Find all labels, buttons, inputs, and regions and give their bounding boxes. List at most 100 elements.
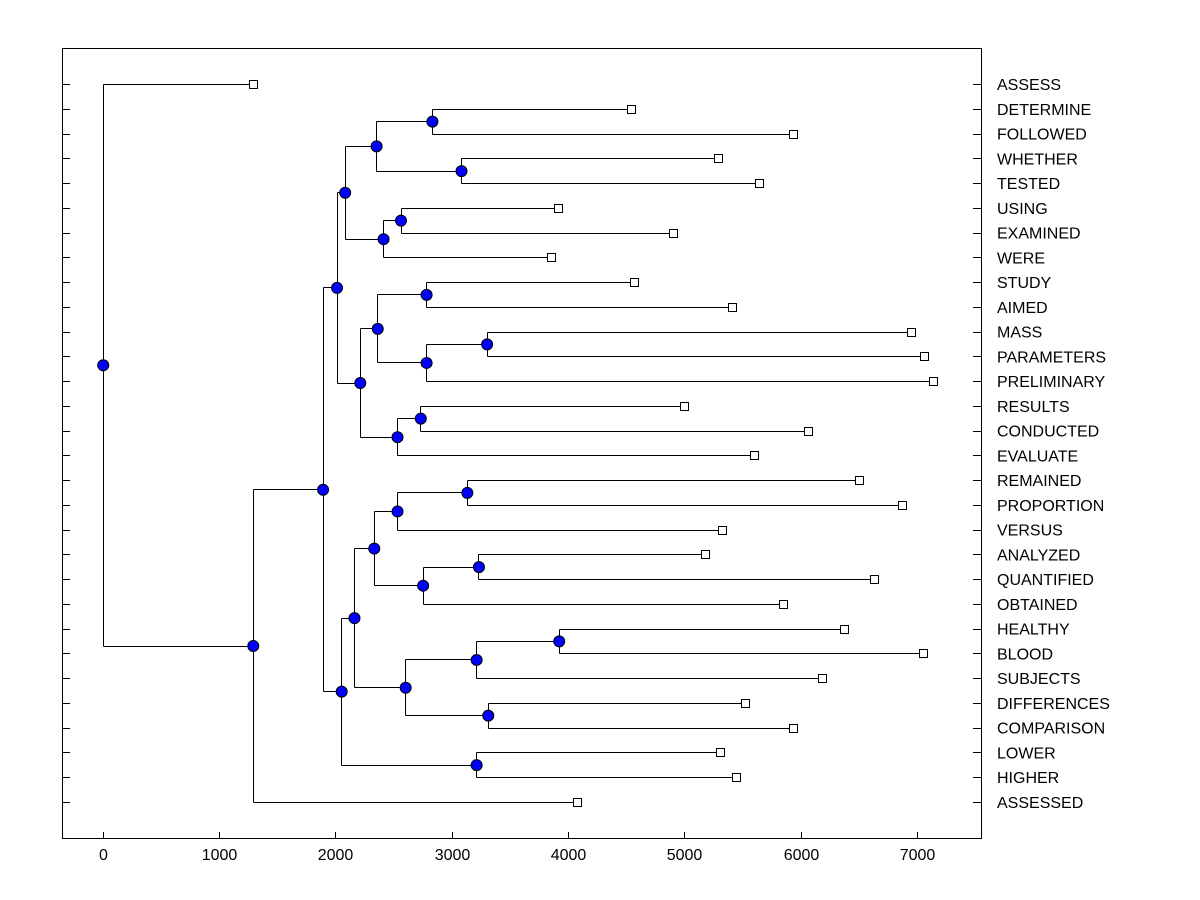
- merge-nodes: [97, 115, 566, 772]
- leaf-labels: ASSESS DETERMINE FOLLOWED WHETHER TESTED USIN…: [997, 77, 1110, 812]
- leaf-marker: [680, 402, 689, 411]
- merge-node: [553, 635, 566, 648]
- leaf-label: OBTAINED: [997, 597, 1078, 614]
- leaf-label: EXAMINED: [997, 226, 1081, 243]
- merge-node: [335, 685, 348, 698]
- leaf-marker: [907, 328, 916, 337]
- leaf-label: ANALYZED: [997, 547, 1080, 564]
- merge-node: [399, 681, 412, 694]
- leaf-marker: [728, 303, 737, 312]
- leaf-label: DETERMINE: [997, 102, 1091, 119]
- merge-node: [414, 412, 427, 425]
- merge-node: [420, 288, 433, 301]
- leaf-marker: [870, 575, 879, 584]
- leaf-label: HEALTHY: [997, 622, 1070, 639]
- x-tick-label: 3000: [435, 847, 471, 864]
- merge-node: [391, 431, 404, 444]
- leaf-marker: [789, 724, 798, 733]
- x-tick-label: 2000: [318, 847, 354, 864]
- merge-node: [395, 214, 408, 227]
- merge-node: [472, 561, 485, 574]
- merge-node: [339, 186, 352, 199]
- merge-node: [461, 486, 474, 499]
- merge-node: [377, 233, 390, 246]
- merge-node: [455, 165, 468, 178]
- x-tick-label: 0: [99, 847, 108, 864]
- leaf-marker: [573, 798, 582, 807]
- branch-lines: [103, 84, 934, 803]
- leaf-label: USING: [997, 201, 1048, 218]
- merge-node: [370, 140, 383, 153]
- x-axis-ticks: 0 1000 2000 3000 4000 5000 6000 7000: [99, 832, 935, 864]
- leaf-label: RESULTS: [997, 399, 1070, 416]
- merge-node: [354, 377, 367, 390]
- leaf-marker: [249, 80, 258, 89]
- leaf-label: WHETHER: [997, 151, 1078, 168]
- leaf-marker: [554, 204, 563, 213]
- leaf-markers: [249, 80, 938, 807]
- merge-node: [368, 542, 381, 555]
- leaf-marker: [714, 154, 723, 163]
- leaf-marker: [818, 674, 827, 683]
- leaf-marker: [779, 600, 788, 609]
- leaf-label: BLOOD: [997, 646, 1053, 663]
- leaf-marker: [701, 550, 710, 559]
- leaf-label: TESTED: [997, 176, 1060, 193]
- leaf-marker: [840, 625, 849, 634]
- merge-node: [348, 612, 361, 625]
- leaf-label: SUBJECTS: [997, 671, 1081, 688]
- merge-node: [391, 505, 404, 518]
- leaf-label: STUDY: [997, 275, 1052, 292]
- merge-node: [481, 338, 494, 351]
- leaf-label: AIMED: [997, 300, 1048, 317]
- leaf-marker: [755, 179, 764, 188]
- leaf-label: WERE: [997, 250, 1045, 267]
- leaf-label: EVALUATE: [997, 448, 1078, 465]
- leaf-marker: [669, 229, 678, 238]
- leaf-label: LOWER: [997, 745, 1056, 762]
- y-ticks: [62, 84, 981, 803]
- merge-node: [426, 115, 439, 128]
- leaf-label: ASSESSED: [997, 795, 1083, 812]
- merge-node: [417, 579, 430, 592]
- leaf-marker: [789, 130, 798, 139]
- x-tick-label: 7000: [900, 847, 936, 864]
- leaf-marker: [627, 105, 636, 114]
- leaf-marker: [732, 773, 741, 782]
- leaf-marker: [716, 748, 725, 757]
- x-tick-label: 4000: [551, 847, 587, 864]
- leaf-label: DIFFERENCES: [997, 696, 1110, 713]
- leaf-label: FOLLOWED: [997, 127, 1087, 144]
- leaf-label: PARAMETERS: [997, 349, 1106, 366]
- leaf-marker: [750, 451, 759, 460]
- leaf-label: PROPORTION: [997, 498, 1104, 515]
- merge-node: [470, 759, 483, 772]
- leaf-label: HIGHER: [997, 770, 1059, 787]
- leaf-marker: [547, 253, 556, 262]
- merge-node: [482, 709, 495, 722]
- leaf-marker: [855, 476, 864, 485]
- leaf-marker: [929, 377, 938, 386]
- merge-node: [317, 483, 330, 496]
- merge-node: [331, 281, 344, 294]
- merge-node: [247, 640, 260, 653]
- leaf-marker: [804, 427, 813, 436]
- leaf-marker: [741, 699, 750, 708]
- leaf-label: MASS: [997, 325, 1042, 342]
- merge-node: [97, 359, 110, 372]
- x-tick-label: 5000: [667, 847, 703, 864]
- leaf-label: REMAINED: [997, 473, 1081, 490]
- leaf-label: VERSUS: [997, 523, 1063, 540]
- leaf-marker: [630, 278, 639, 287]
- merge-node: [371, 322, 384, 335]
- leaf-label: PRELIMINARY: [997, 374, 1106, 391]
- leaf-marker: [898, 501, 907, 510]
- leaf-marker: [718, 526, 727, 535]
- merge-node: [470, 653, 483, 666]
- x-tick-label: 6000: [784, 847, 820, 864]
- leaf-label: QUANTIFIED: [997, 572, 1094, 589]
- leaf-label: CONDUCTED: [997, 424, 1099, 441]
- leaf-marker: [919, 649, 928, 658]
- merge-node: [420, 356, 433, 369]
